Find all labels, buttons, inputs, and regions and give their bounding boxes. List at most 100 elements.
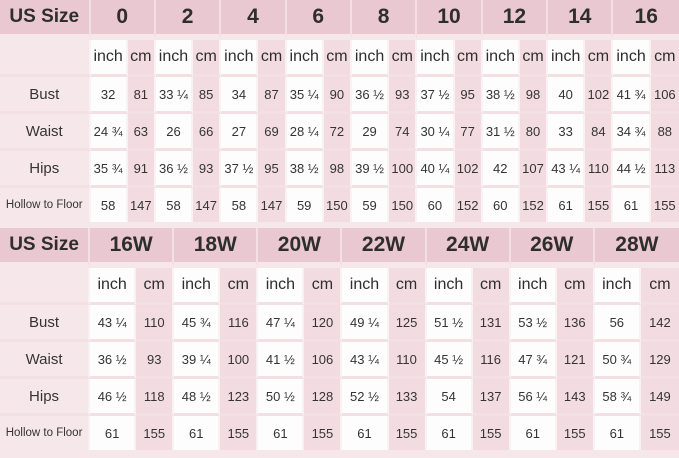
- measurement-value-cm: 155: [585, 188, 614, 222]
- measurement-value-cm: 143: [556, 379, 595, 416]
- unit-label-inch: inch: [155, 40, 194, 77]
- size-column-header: 16W: [90, 228, 175, 268]
- measurement-value-inch: 39 ¼: [174, 342, 221, 379]
- measurement-value-inch: 36 ½: [155, 151, 194, 188]
- measurement-value-inch: 61: [613, 188, 651, 222]
- measurement-value-cm: 100: [389, 151, 418, 188]
- measurement-value-cm: 106: [304, 342, 343, 379]
- measurement-value-cm: 88: [650, 114, 679, 151]
- measurement-value-cm: 110: [136, 305, 175, 342]
- unit-label-cm: cm: [650, 40, 679, 77]
- measurement-value-inch: 42: [482, 151, 520, 188]
- measurement-value-cm: 107: [519, 151, 549, 188]
- measurement-value-inch: 29: [351, 114, 390, 151]
- measurement-value-inch: 61: [426, 416, 473, 450]
- measurement-value-cm: 118: [136, 379, 175, 416]
- measurement-value-cm: 74: [389, 114, 418, 151]
- unit-label-inch: inch: [286, 40, 324, 77]
- measurement-value-cm: 150: [389, 188, 418, 222]
- measurement-value-inch: 41 ¾: [613, 77, 651, 114]
- measurement-row-label: Bust: [0, 77, 91, 114]
- measurement-value-cm: 129: [640, 342, 679, 379]
- measurement-row-label: Hips: [0, 151, 91, 188]
- unit-label-cm: cm: [389, 40, 418, 77]
- unit-label-cm: cm: [388, 268, 427, 305]
- measurement-value-inch: 58: [90, 188, 128, 222]
- measurement-value-cm: 150: [323, 188, 352, 222]
- measurement-value-cm: 66: [193, 114, 222, 151]
- measurement-value-inch: 30 ¼: [417, 114, 455, 151]
- measurement-value-inch: 33: [548, 114, 586, 151]
- measurement-value-inch: 43 ¼: [90, 305, 137, 342]
- measurement-value-inch: 24 ¾: [90, 114, 128, 151]
- measurement-value-inch: 33 ¼: [155, 77, 194, 114]
- measurement-value-inch: 61: [594, 416, 641, 450]
- measurement-value-cm: 100: [220, 342, 259, 379]
- size-column-header: 24W: [426, 228, 511, 268]
- measurement-value-cm: 95: [454, 77, 483, 114]
- measurement-value-cm: 84: [585, 114, 614, 151]
- measurement-value-cm: 155: [220, 416, 259, 450]
- unit-label-cm: cm: [258, 40, 287, 77]
- measurement-value-cm: 91: [127, 151, 156, 188]
- measurement-value-inch: 60: [482, 188, 520, 222]
- measurement-value-cm: 87: [258, 77, 287, 114]
- measurement-value-cm: 63: [127, 114, 156, 151]
- measurement-value-inch: 61: [174, 416, 221, 450]
- measurement-value-inch: 27: [221, 114, 259, 151]
- unit-label-cm: cm: [220, 268, 259, 305]
- measurement-value-cm: 121: [556, 342, 595, 379]
- measurement-value-cm: 152: [454, 188, 483, 222]
- measurement-value-inch: 38 ½: [482, 77, 520, 114]
- measurement-value-inch: 47 ¾: [510, 342, 557, 379]
- measurement-value-cm: 149: [640, 379, 679, 416]
- measurement-value-cm: 116: [472, 342, 511, 379]
- unit-label-inch: inch: [594, 268, 641, 305]
- measurement-value-cm: 128: [304, 379, 343, 416]
- measurement-row-label: Bust: [0, 305, 91, 342]
- measurement-value-inch: 28 ¼: [286, 114, 324, 151]
- measurement-value-cm: 123: [220, 379, 259, 416]
- measurement-value-inch: 26: [155, 114, 194, 151]
- measurement-value-inch: 40: [548, 77, 586, 114]
- measurement-value-cm: 95: [258, 151, 287, 188]
- measurement-value-inch: 51 ½: [426, 305, 473, 342]
- measurement-value-inch: 35 ¼: [286, 77, 324, 114]
- unit-label-cm: cm: [304, 268, 343, 305]
- measurement-row-label: Hips: [0, 379, 91, 416]
- measurement-value-cm: 152: [519, 188, 549, 222]
- measurement-value-inch: 48 ½: [174, 379, 221, 416]
- unit-row-blank-cell: [0, 268, 91, 305]
- measurement-value-inch: 43 ¼: [548, 151, 586, 188]
- measurement-value-cm: 155: [388, 416, 427, 450]
- measurement-value-cm: 72: [323, 114, 352, 151]
- measurement-value-inch: 37 ½: [221, 151, 259, 188]
- measurement-value-inch: 61: [342, 416, 389, 450]
- measurement-value-inch: 45 ¾: [174, 305, 221, 342]
- measurement-value-cm: 142: [640, 305, 679, 342]
- size-column-header: 6: [286, 0, 352, 40]
- unit-label-cm: cm: [136, 268, 175, 305]
- measurement-value-inch: 44 ½: [613, 151, 651, 188]
- measurement-value-inch: 58 ¾: [594, 379, 641, 416]
- unit-label-cm: cm: [472, 268, 511, 305]
- measurement-value-inch: 31 ½: [482, 114, 520, 151]
- unit-label-inch: inch: [548, 40, 586, 77]
- measurement-value-cm: 131: [472, 305, 511, 342]
- measurement-row-label: Hollow to Floor: [0, 188, 91, 222]
- measurement-value-cm: 155: [650, 188, 679, 222]
- measurement-value-inch: 52 ½: [342, 379, 389, 416]
- measurement-value-cm: 77: [454, 114, 483, 151]
- measurement-row-label: Hollow to Floor: [0, 416, 91, 450]
- measurement-value-cm: 155: [640, 416, 679, 450]
- measurement-value-cm: 110: [388, 342, 427, 379]
- unit-label-inch: inch: [174, 268, 221, 305]
- measurement-value-cm: 155: [304, 416, 343, 450]
- size-column-header: 14: [548, 0, 614, 40]
- us-size-corner-cell: US Size: [0, 228, 91, 268]
- unit-label-inch: inch: [342, 268, 389, 305]
- measurement-value-cm: 98: [323, 151, 352, 188]
- size-column-header: 26W: [510, 228, 595, 268]
- size-column-header: 10: [417, 0, 483, 40]
